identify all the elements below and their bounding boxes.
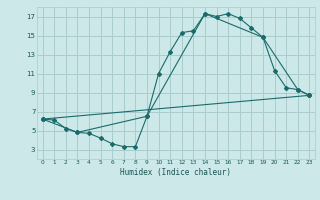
X-axis label: Humidex (Indice chaleur): Humidex (Indice chaleur): [121, 168, 231, 177]
